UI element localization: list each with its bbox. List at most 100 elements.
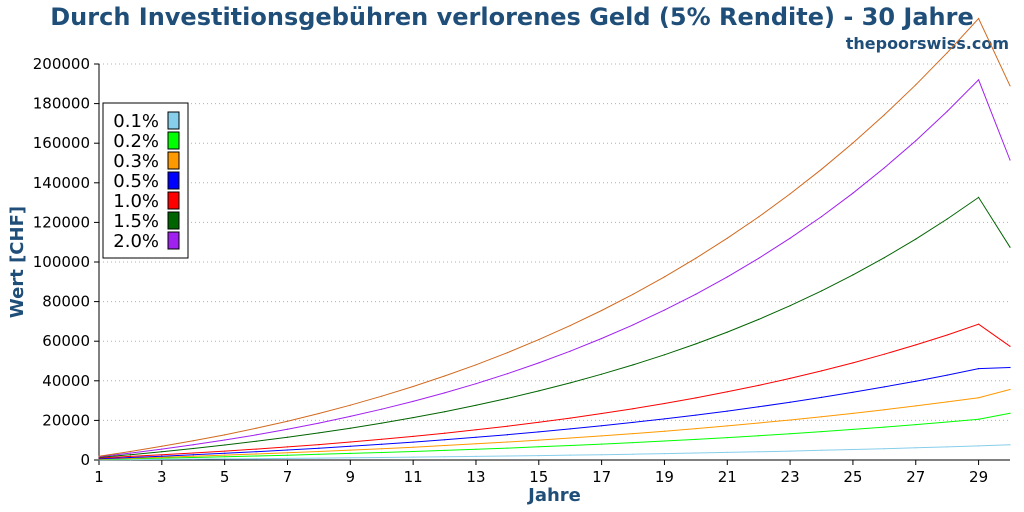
data-point [978,397,980,399]
data-point [444,411,446,413]
legend-swatch [167,231,180,250]
data-point [852,142,854,144]
y-tick-label: 100000 [33,253,90,271]
legend-label: 0.5% [113,171,159,192]
data-point [318,447,320,449]
data-point [601,435,603,437]
data-point [789,193,791,195]
legend-swatch [167,131,180,150]
data-point [475,404,477,406]
data-point [161,445,163,447]
data-point [758,451,760,453]
data-point [663,354,666,356]
series-line-3 [98,389,1011,460]
data-point [789,401,791,403]
data-point [883,353,885,355]
data-point [852,412,854,414]
data-point [224,444,226,446]
legend-label: 0.2% [113,131,159,152]
data-point [381,451,383,454]
data-point [883,114,885,116]
data-point [255,434,257,436]
data-point [318,432,320,434]
data-point [632,408,634,410]
x-tick-label: 15 [529,468,548,486]
data-point [852,428,854,430]
data-point [224,456,226,458]
data-point [601,309,603,312]
data-point [820,449,823,451]
legend-swatch [167,111,180,130]
data-point [412,441,414,443]
data-point [286,454,289,456]
y-tick-label: 40000 [42,372,90,390]
data-point [758,422,760,424]
data-point [224,454,226,456]
data-point [726,331,728,333]
data-point [412,450,414,453]
data-point [601,337,603,340]
data-point [663,440,666,442]
data-point [349,441,351,443]
data-point [444,375,446,377]
data-point [412,456,414,458]
y-tick-label: 20000 [42,411,90,429]
data-point [978,196,980,198]
data-point [758,318,760,320]
data-point [726,237,728,239]
data-point [444,432,446,434]
data-point [161,448,163,450]
data-point [663,276,666,278]
data-point [381,448,383,450]
data-point [475,429,477,431]
data-point [978,418,980,420]
x-tick-label: 11 [404,468,423,486]
data-point [663,418,666,420]
data-point [475,383,477,385]
series-line-7 [98,78,1011,458]
data-point [506,434,508,436]
data-point [601,425,603,427]
data-point [695,438,697,440]
x-tick-label: 25 [843,468,862,486]
x-tick-label: 3 [157,468,167,486]
chart-title: Durch Investitionsgebühren verlorenes Ge… [50,3,974,31]
data-point [632,364,634,366]
data-point [255,455,257,457]
x-axis-title: Jahre [526,485,581,506]
data-point [224,452,226,454]
data-point [318,444,320,446]
data-point [915,380,917,382]
data-point [286,428,289,430]
data-point [349,457,351,459]
data-point [161,458,163,460]
data-point [726,391,728,393]
data-point [1009,444,1011,446]
x-tick-label: 13 [466,468,485,486]
data-point [946,446,948,448]
data-point [946,401,948,403]
data-point [192,447,194,450]
data-point [883,167,885,169]
data-point [946,334,948,336]
data-point [506,352,508,354]
data-point [978,368,980,370]
series-line-8 [98,17,1011,457]
data-point [569,428,571,430]
data-point [852,362,854,364]
data-point [726,437,728,439]
data-point [1009,388,1011,391]
data-point [946,374,948,376]
data-point [286,446,289,448]
data-point [883,448,885,450]
data-point [161,455,163,457]
data-point [915,405,917,407]
data-point [129,456,131,459]
series-line-5 [98,323,1011,459]
data-point [789,450,791,452]
data-point [349,449,351,451]
data-point [475,448,477,450]
data-point [601,454,603,456]
data-point [978,17,980,20]
data-point [978,445,980,447]
